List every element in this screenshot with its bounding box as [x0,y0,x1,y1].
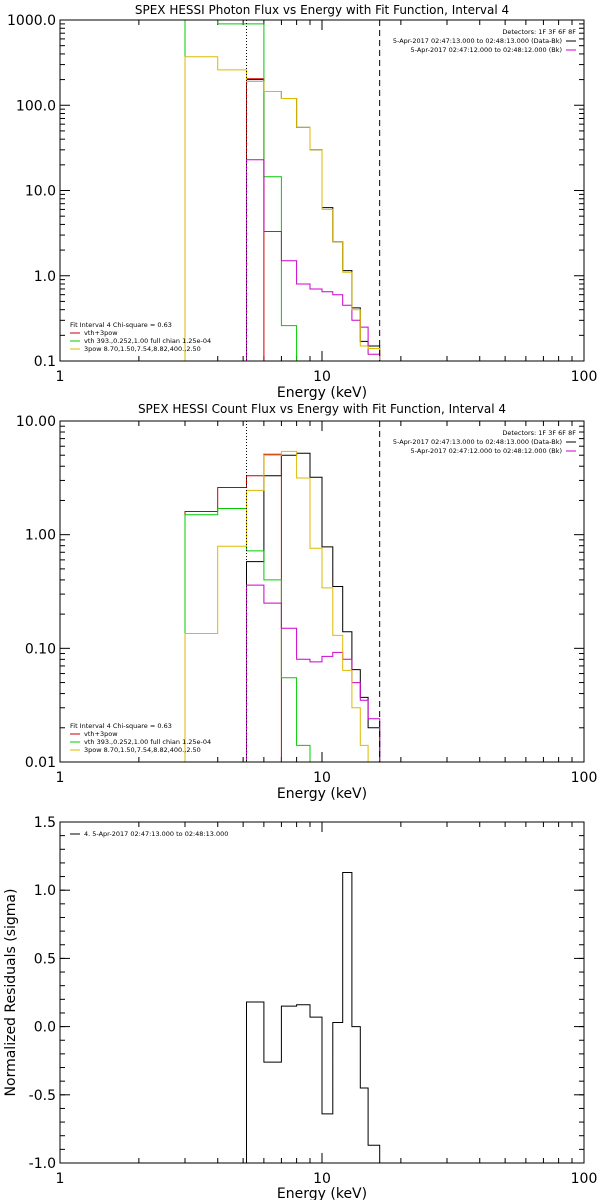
plot-frame [59,420,585,763]
panel-count-flux: SPEX HESSI Count Flux vs Energy with Fit… [16,402,597,802]
legend-entry-text: vth+3pow [84,329,118,337]
x-tick-label: 10 [313,369,331,385]
x-tick-label: 1 [56,770,65,786]
legend-header: Detectors: 1F 3F 6F 8F [502,429,576,437]
series-line-2 [184,20,298,361]
series-group [184,20,381,361]
legend-entry-text: 5-Apr-2017 02:47:13.000 to 02:48:13.000 … [393,438,562,446]
series-line-4 [184,56,381,361]
legend-header: Fit Interval 4 Chi-square = 0.63 [70,722,172,730]
panel-photon-flux: SPEX HESSI Photon Flux vs Energy with Fi… [7,3,598,401]
plot-frame [59,821,585,1164]
x-tick-label: 1 [56,1171,65,1187]
series-line-0 [246,872,381,1163]
legend-entry-text: 3pow 8.70,1.50,7.54,8.82,400.,2.50 [84,746,201,754]
y-tick-label: 0.10 [25,641,56,657]
x-tick-label: 100 [571,770,598,786]
x-axis-label: Energy (keV) [277,786,367,802]
series-line-3 [246,159,381,361]
y-axis-label: Normalized Residuals (sigma) [3,889,19,1097]
plot-frame [59,19,585,362]
y-tick-label: 1.0 [34,883,56,899]
legend-entry-text: 3pow 8.70,1.50,7.54,8.82,400.,2.50 [84,345,201,353]
y-tick-label: 10.0 [25,184,56,200]
chart-title: SPEX HESSI Photon Flux vs Energy with Fi… [135,3,509,17]
series-line-3 [246,584,381,762]
panel-residuals: 1 10 100 -1.0 -0.5 0.0 0.5 1.0 1.5 Energy (keV) No… [3,815,598,1202]
series-line-0 [246,452,381,762]
y-tick-label: -0.5 [29,1088,56,1104]
legend-entry-text: vth+3pow [84,730,118,738]
legend-entry-text: vth 393.,0.252,1.00 full chian 1.25e-04 [84,738,211,746]
x-axis-label: Energy (keV) [277,1186,367,1200]
y-tick-label: 0.01 [25,755,56,771]
chart-title: SPEX HESSI Count Flux vs Energy with Fit… [138,402,506,416]
y-tick-label: 1.0 [34,269,56,285]
x-tick-label: 10 [313,770,331,786]
y-tick-label: 0.5 [34,951,56,967]
x-tick-label: 1 [56,369,65,385]
legend-header: Fit Interval 4 Chi-square = 0.63 [70,321,172,329]
x-tick-label: 100 [571,369,598,385]
series-line-2 [184,508,311,762]
y-tick-label: 10.00 [16,414,56,430]
legend-entry-text: 5-Apr-2017 02:47:12.000 to 02:48:12.000 … [411,447,562,455]
series-line-4 [184,450,381,762]
series-group [246,872,381,1163]
series-line-0 [246,79,381,361]
x-tick-label: 100 [571,1171,598,1187]
legend-entry-text: 5-Apr-2017 02:47:12.000 to 02:48:12.000 … [411,46,562,54]
legend-entry-text: vth 393.,0.252,1.00 full chian 1.25e-04 [84,337,211,345]
y-tick-label: 0.1 [34,354,56,370]
legend-entry-text: 4. 5-Apr-2017 02:47:13.000 to 02:48:13.0… [84,830,228,838]
legend-entry-text: 5-Apr-2017 02:47:13.000 to 02:48:13.000 … [393,37,562,45]
series-line-1 [246,78,265,361]
x-axis-label: Energy (keV) [277,385,367,401]
y-tick-label: 100.0 [16,98,56,114]
y-tick-label: 1000.0 [7,13,56,29]
y-tick-label: -1.0 [29,1156,56,1172]
x-tick-label: 10 [313,1171,331,1187]
y-tick-label: 1.5 [34,815,56,831]
series-group [184,450,381,762]
y-tick-label: 0.0 [34,1020,56,1036]
y-tick-label: 1.00 [25,528,56,544]
legend-header: Detectors: 1F 3F 6F 8F [502,28,576,36]
